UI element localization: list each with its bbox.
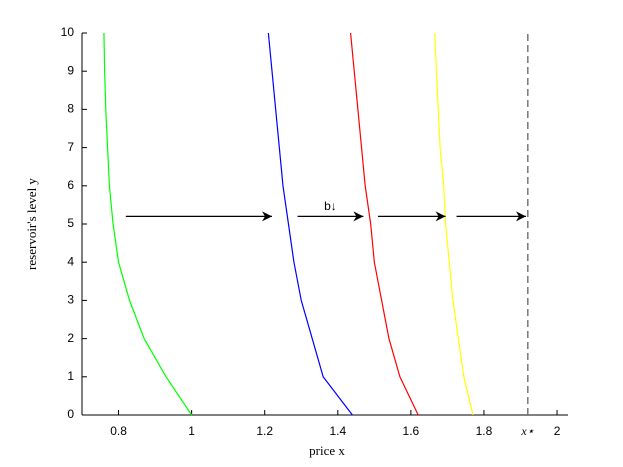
x-tick-label: 1.4 [329,424,346,438]
y-tick-label: 2 [67,331,74,345]
x-tick-label: 1.2 [256,424,273,438]
curve [267,32,353,416]
y-tick-label: 6 [67,178,74,192]
y-tick-label: 5 [67,216,74,230]
y-axis-label: reservoir's level y [24,178,39,270]
x-tick-label: 1.8 [476,424,493,438]
x-tick-label: x⋆ [520,424,534,438]
curve [103,32,193,416]
y-tick-label: 0 [67,407,74,421]
y-tick-label: 4 [67,254,74,268]
x-tick-label: 0.8 [110,424,127,438]
curve [349,32,419,416]
y-tick-label: 7 [67,140,74,154]
x-tick-label: 1.6 [403,424,420,438]
x-axis-label: price x [309,443,345,458]
y-tick-label: 10 [61,25,75,39]
curve [434,32,474,416]
x-tick-label: 1 [188,424,195,438]
x-tick-label: 2 [554,424,561,438]
y-tick-label: 9 [67,63,74,77]
y-tick-label: 8 [67,102,74,116]
y-tick-label: 3 [67,293,74,307]
y-tick-label: 1 [67,369,74,383]
annotation: b↓ [324,199,337,213]
